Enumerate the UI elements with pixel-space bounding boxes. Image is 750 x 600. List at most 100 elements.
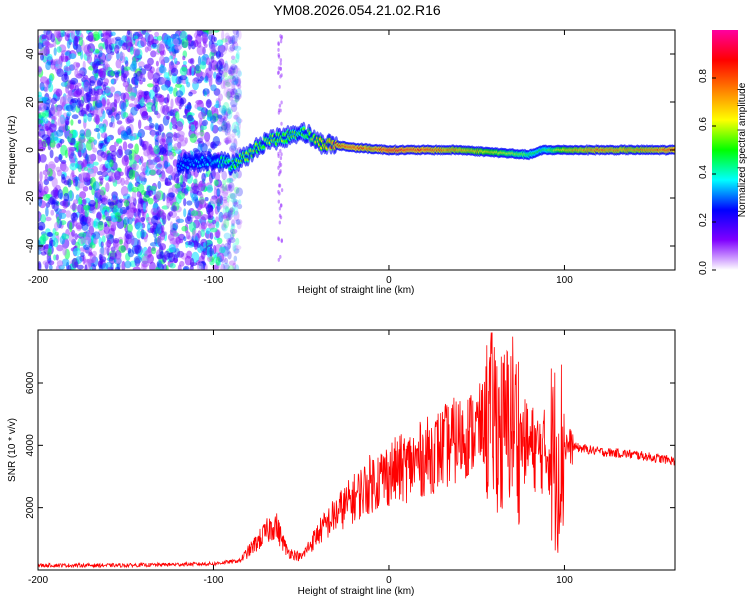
noise-speckle (44, 41, 51, 47)
noise-speckle (232, 67, 236, 74)
noise-speckle (280, 188, 284, 193)
noise-speckle (70, 137, 76, 146)
noise-speckle (120, 177, 125, 186)
noise-speckle (278, 206, 282, 211)
noise-speckle (230, 228, 238, 234)
noise-speckle (114, 44, 120, 54)
noise-speckle (168, 244, 176, 253)
noise-speckle (86, 30, 94, 33)
noise-speckle (41, 34, 47, 40)
noise-speckle (105, 232, 110, 239)
noise-speckle (86, 54, 92, 64)
noise-speckle (183, 267, 189, 270)
noise-speckle (87, 113, 92, 122)
noise-speckle (154, 237, 158, 245)
noise-speckle (162, 104, 170, 116)
noise-speckle (72, 247, 81, 257)
noise-speckle (233, 114, 239, 120)
noise-speckle (48, 83, 54, 93)
noise-speckle (228, 260, 236, 266)
noise-speckle (220, 263, 226, 270)
noise-speckle (230, 88, 238, 96)
noise-speckle (227, 210, 236, 218)
noise-speckle (227, 265, 235, 270)
noise-speckle (176, 130, 185, 138)
noise-speckle (182, 55, 186, 61)
noise-speckle (223, 219, 230, 229)
noise-speckle (70, 30, 76, 40)
noise-speckle (232, 198, 238, 207)
noise-speckle (69, 162, 78, 171)
spectrogram-xlabel: Height of straight line (km) (298, 285, 415, 296)
noise-speckle (230, 104, 238, 113)
noise-speckle (233, 125, 241, 136)
noise-speckle (223, 116, 227, 127)
noise-speckle (228, 237, 236, 244)
noise-speckle (132, 48, 141, 56)
noise-speckle (129, 46, 134, 55)
noise-speckle (231, 219, 236, 227)
noise-speckle (90, 88, 96, 96)
noise-speckle (64, 66, 72, 72)
noise-speckle (69, 80, 76, 85)
noise-speckle (96, 88, 104, 95)
noise-speckle (193, 178, 198, 184)
noise-speckle (70, 97, 79, 104)
noise-speckle (202, 33, 208, 39)
noise-speckle (83, 81, 90, 92)
noise-speckle (165, 265, 169, 270)
noise-speckle (85, 49, 93, 57)
noise-speckle (60, 30, 65, 38)
noise-speckle (228, 207, 235, 215)
noise-speckle (38, 240, 41, 245)
noise-speckle (48, 264, 53, 270)
noise-speckle (56, 169, 63, 177)
noise-speckle (227, 131, 231, 140)
noise-speckle (233, 124, 237, 135)
spectrogram-ytick-label: 20 (25, 96, 36, 108)
noise-speckle (144, 93, 148, 103)
noise-speckle (105, 240, 112, 248)
noise-speckle (45, 30, 53, 41)
noise-speckle (46, 136, 51, 146)
noise-speckle (172, 38, 179, 46)
noise-speckle (195, 72, 201, 77)
noise-speckle (100, 197, 108, 205)
noise-speckle (220, 121, 228, 131)
noise-speckle (225, 137, 229, 146)
noise-speckle (140, 156, 144, 164)
noise-speckle (171, 239, 176, 245)
noise-speckle (222, 200, 230, 210)
noise-speckle (201, 250, 206, 260)
colorbar-gradient (712, 30, 738, 270)
noise-speckle (48, 123, 57, 133)
noise-speckle (233, 248, 240, 254)
noise-speckle (116, 262, 121, 270)
noise-speckle (133, 72, 137, 79)
noise-speckle (56, 46, 62, 53)
noise-speckle (105, 182, 110, 193)
noise-speckle (233, 206, 239, 216)
noise-speckle (133, 171, 140, 178)
colorbar-label: Normalized spectral amplitude (737, 82, 748, 217)
noise-speckle (209, 227, 218, 233)
noise-speckle (57, 189, 63, 199)
noise-speckle (189, 265, 194, 270)
noise-speckle (221, 223, 227, 231)
noise-speckle (222, 205, 229, 217)
noise-speckle (142, 194, 150, 202)
noise-speckle (39, 103, 47, 112)
noise-speckle (171, 67, 179, 77)
noise-speckle (207, 109, 213, 118)
noise-speckle (156, 43, 164, 52)
noise-speckle (151, 104, 157, 112)
noise-speckle (72, 129, 77, 139)
noise-speckle (221, 105, 227, 114)
noise-speckle (94, 198, 98, 210)
noise-speckle (137, 208, 141, 218)
noise-speckle (69, 189, 73, 199)
noise-speckle (213, 187, 217, 198)
spectrogram-image (38, 30, 675, 270)
noise-speckle (280, 73, 283, 78)
